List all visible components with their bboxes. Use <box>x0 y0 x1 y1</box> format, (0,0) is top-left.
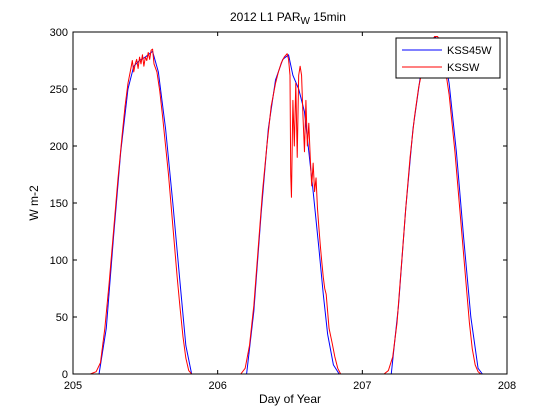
x-tick-label: 208 <box>498 380 516 392</box>
title-tail: 15min <box>310 10 346 24</box>
y-axis-ticks: 0 50 100 150 200 250 300 <box>50 27 507 381</box>
chart-title: 2012 L1 PARW 15min <box>230 10 346 27</box>
x-tick-label: 206 <box>208 380 226 392</box>
svg-text:2012 L1 PARW 15min: 2012 L1 PARW 15min <box>230 10 346 27</box>
y-tick-label: 0 <box>62 369 68 381</box>
legend-label-kssw: KSSW <box>447 62 480 74</box>
x-tick-label: 207 <box>353 380 371 392</box>
title-main: 2012 L1 PAR <box>230 10 301 24</box>
legend-box <box>395 37 501 79</box>
legend-label-kss45w: KSS45W <box>447 45 492 57</box>
y-tick-label: 200 <box>50 141 68 153</box>
plot-area: 205 206 207 208 0 50 100 150 200 250 300 <box>50 27 517 392</box>
y-axis-label: W m-2 <box>27 185 41 221</box>
legend-items: KSS45W KSSW <box>402 45 492 74</box>
x-axis-label: Day of Year <box>259 392 321 406</box>
y-tick-label: 50 <box>56 312 68 324</box>
x-axis-ticks: 205 206 207 208 <box>64 32 516 392</box>
y-tick-label: 100 <box>50 255 68 267</box>
y-tick-label: 150 <box>50 198 68 210</box>
y-tick-label: 300 <box>50 27 68 39</box>
x-tick-label: 205 <box>64 380 82 392</box>
y-tick-label: 250 <box>50 84 68 96</box>
title-subscript: W <box>301 16 311 27</box>
legend: KSS45W KSSW <box>395 37 501 79</box>
